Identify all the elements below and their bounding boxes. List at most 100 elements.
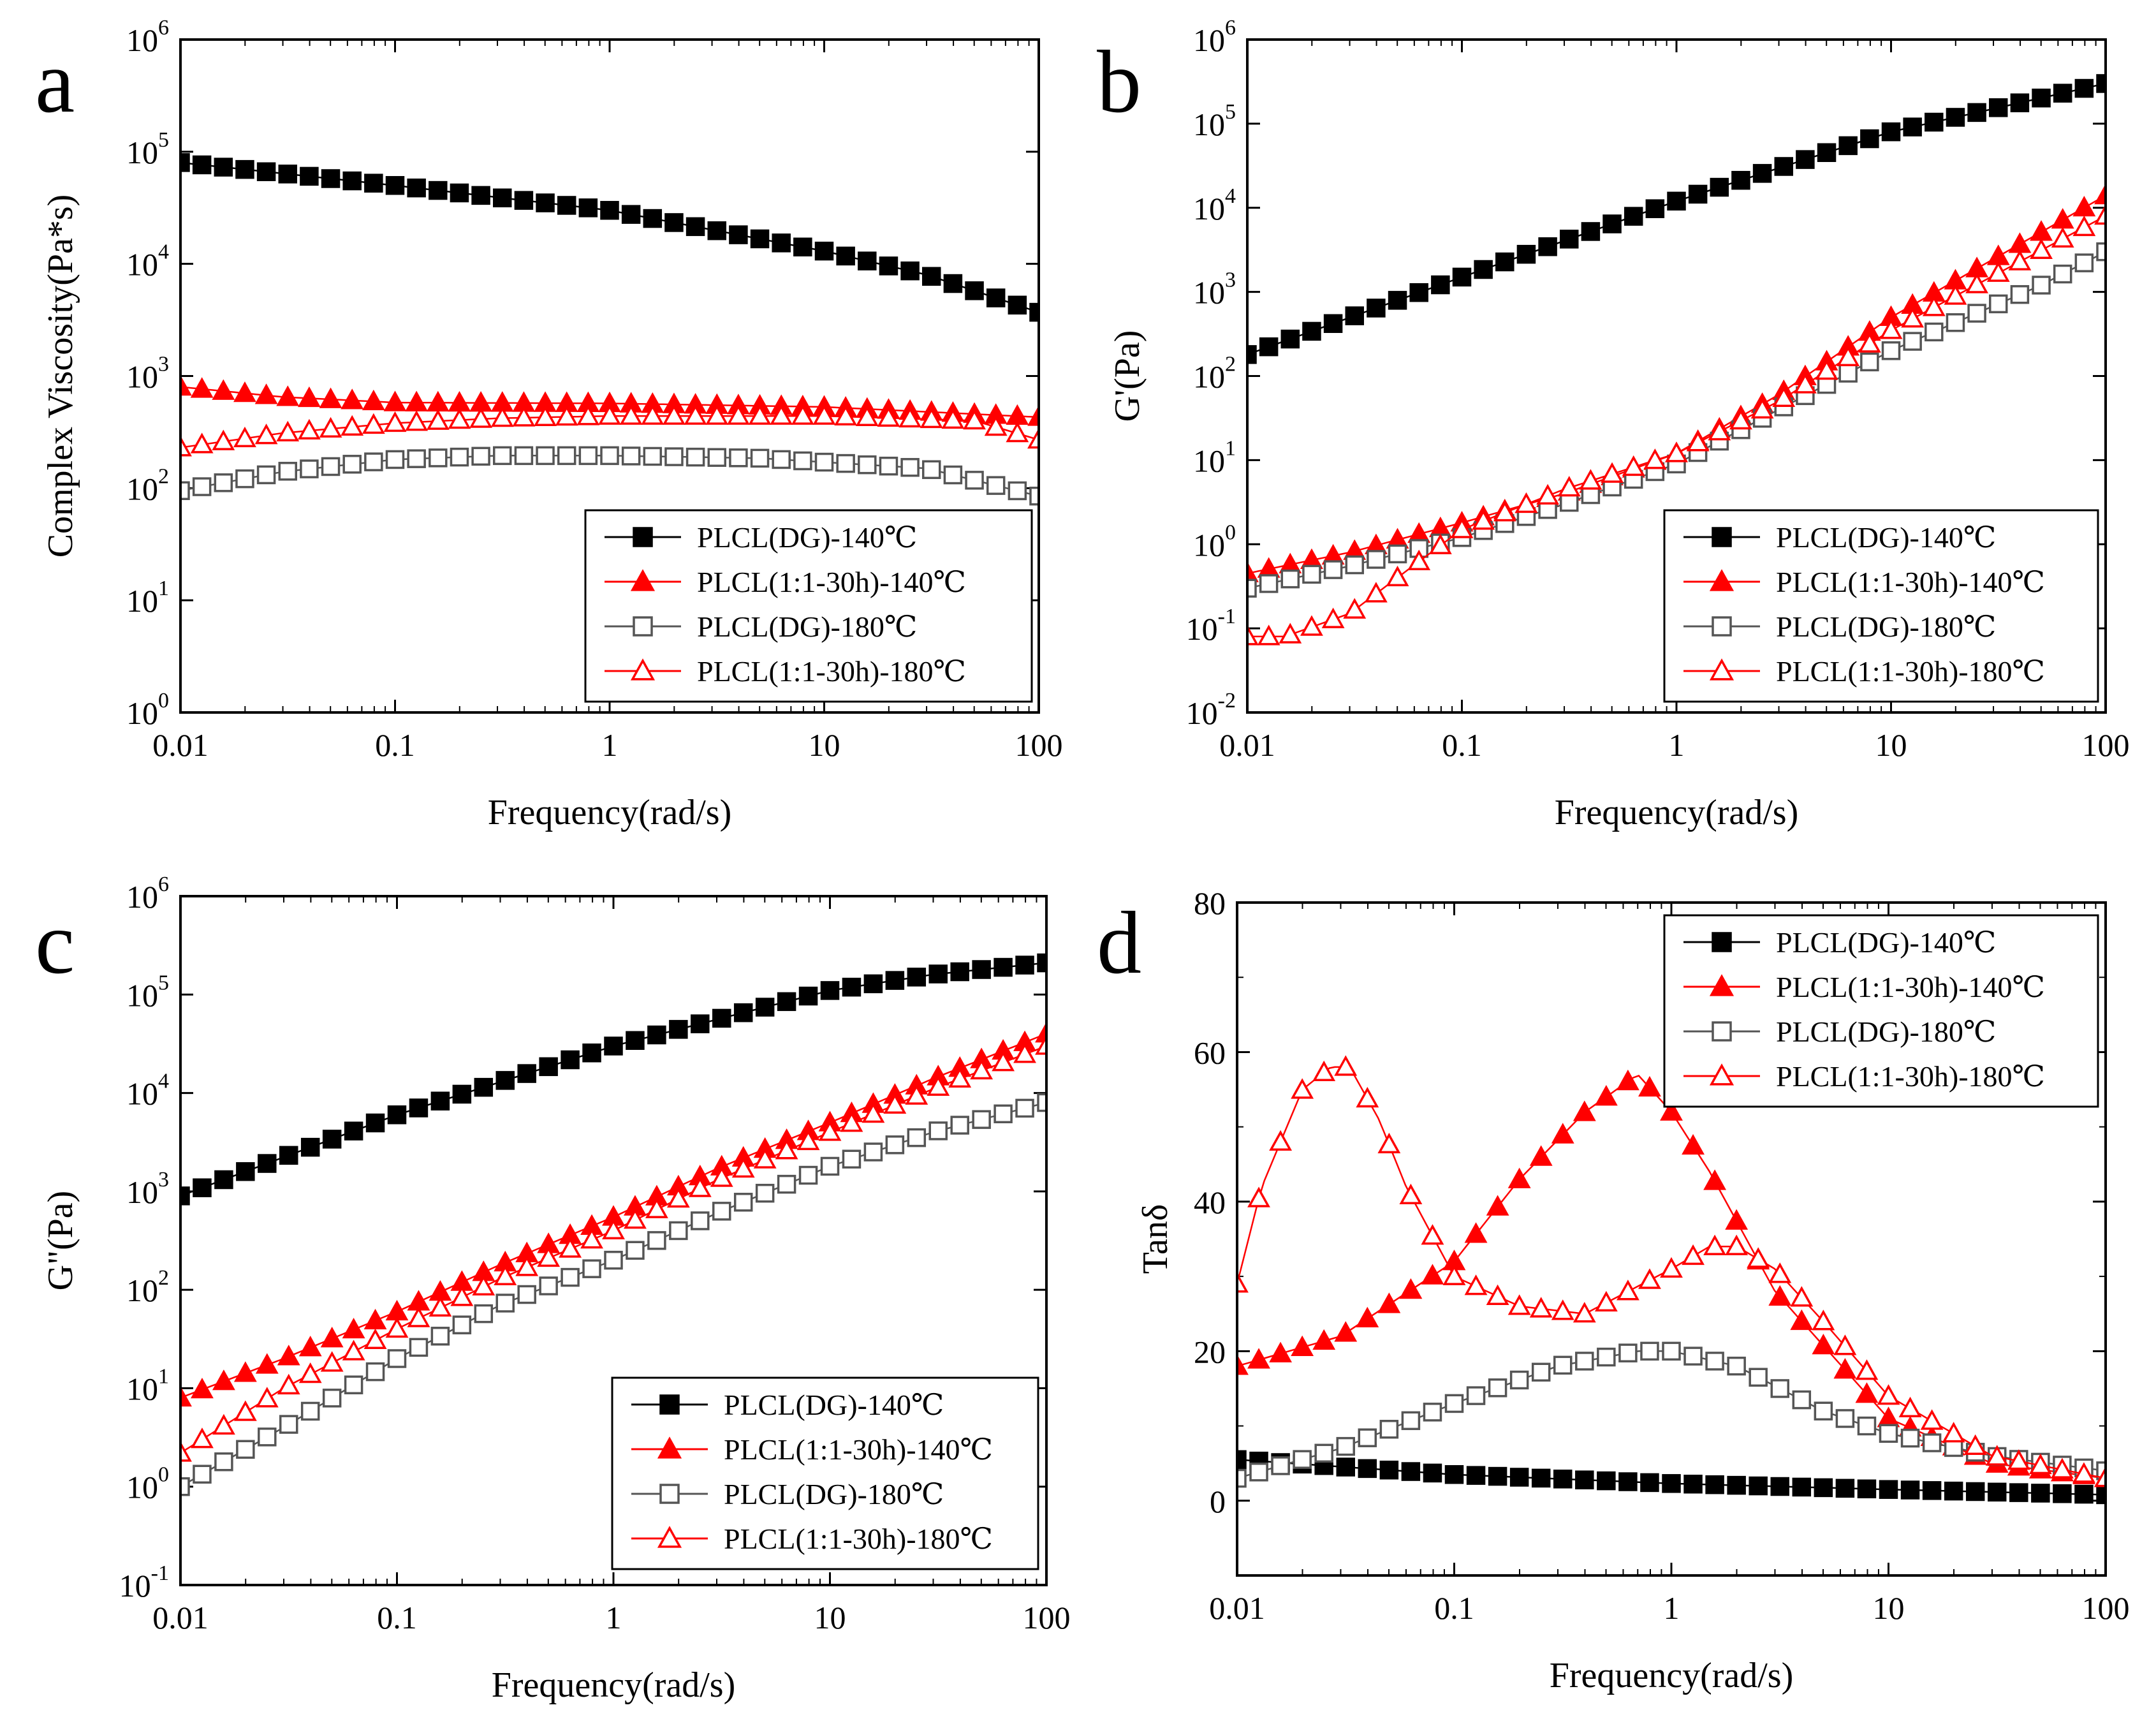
data-point [1386,565,1409,587]
data-point [1770,1379,1789,1398]
data-point [1838,136,1858,156]
data-point [793,237,812,256]
data-point [365,1362,385,1382]
data-point [1514,492,1538,513]
data-point [580,1228,603,1249]
data-point [1857,1479,1877,1499]
series-1 [1247,74,2106,364]
data-point [450,183,469,203]
legend-item: PLCL(DG)-180℃ [1683,610,1996,643]
data-point [578,198,598,218]
data-point [450,1285,474,1306]
data-point [1444,1465,1464,1484]
data-point [820,1156,840,1176]
data-point [1575,1352,1594,1371]
legend-label: PLCL(1:1-30h)-140℃ [724,1433,993,1466]
data-point [1989,98,2008,117]
data-point [450,447,469,467]
data-point [1345,306,1364,325]
data-point [342,1339,365,1361]
data-point [1900,1428,1920,1448]
data-point [322,1130,342,1149]
x-tick-label: 10 [1875,727,1907,763]
data-point [1488,1378,1507,1398]
data-point [1314,1443,1333,1463]
data-point [1817,143,1837,163]
data-point [1790,1286,1814,1307]
data-point [1967,304,1986,323]
data-point [180,153,190,172]
data-point [258,1427,277,1447]
data-point [212,1369,235,1390]
data-point [920,407,943,429]
series-4 [1237,1055,2106,1487]
data-point [1705,1352,1724,1371]
data-point [669,1221,688,1241]
data-point [493,446,512,466]
data-point [731,1157,755,1178]
y-tick-label: 102 [126,1266,169,1308]
data-point [1860,129,1879,149]
data-point [883,1093,907,1114]
data-point [1367,550,1386,569]
x-tick-label: 0.01 [152,727,209,763]
data-point [1560,230,1579,249]
data-point [796,1129,820,1151]
x-tick-label: 0.1 [1434,1590,1474,1626]
data-point [1814,1401,1833,1420]
data-point [733,1003,753,1022]
data-point [1796,150,1815,169]
data-point [885,971,905,990]
data-point [1643,448,1667,469]
legend-label: PLCL(DG)-140℃ [1776,926,1996,959]
data-point [729,448,748,468]
legend-marker [630,569,656,591]
data-point [342,455,362,474]
data-point [2030,220,2053,241]
data-point [1237,1450,1247,1470]
data-point [1835,1479,1855,1498]
legend-label: PLCL(DG)-180℃ [1776,610,1996,643]
legend-marker [1709,1063,1734,1086]
legend-marker [1712,932,1732,952]
data-point [1388,544,1407,564]
data-point [300,166,319,186]
panel-d-plot-area [1237,1055,2106,1505]
legend-marker [1712,527,1732,547]
data-point [557,446,576,466]
legend-label: PLCL(1:1-30h)-140℃ [1776,971,2045,1003]
data-point [664,213,684,232]
data-point [1269,1341,1293,1362]
data-point [555,404,578,426]
data-point [1594,1085,1618,1106]
y-tick-label: 101 [126,1364,169,1406]
data-point [1833,1334,1857,1355]
data-point [1027,427,1039,449]
data-point [494,1264,517,1285]
panel-b-legend: PLCL(DG)-140℃ PLCL(1:1-30h)-140℃ PLCL(DG)-… [1663,509,2099,703]
data-point [1300,615,1323,636]
data-point [1901,307,1925,328]
data-point [626,1031,645,1051]
panel-c-letter: c [35,894,75,992]
y-tick-label: 100 [126,1463,169,1505]
data-point [1662,1341,1681,1361]
legend-label: PLCL(1:1-30h)-180℃ [1776,1060,2045,1093]
data-point [212,379,235,400]
data-point [1838,364,1858,383]
data-point [793,451,812,471]
data-point [1768,1285,1792,1306]
y-tick-label: 105 [126,128,169,170]
data-point [2096,74,2106,93]
data-point [643,209,663,228]
data-point [1879,1480,1898,1499]
y-tick-label: 100 [126,689,169,731]
data-point [1006,421,1029,443]
data-point [1431,275,1450,295]
data-point [1881,122,1901,142]
data-point [1356,1306,1379,1328]
y-tick-label: 105 [126,971,169,1013]
data-point [798,986,818,1006]
x-axis-title: Frequency(rad/s) [1550,1656,1794,1695]
data-point [1259,337,1279,357]
